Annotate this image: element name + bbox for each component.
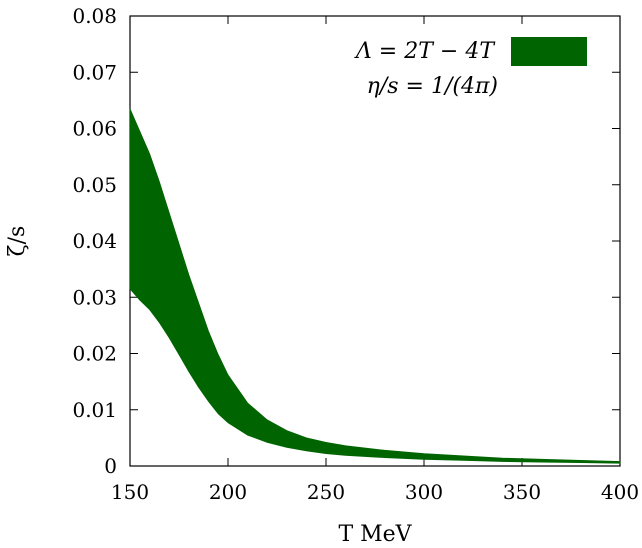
annotation-text: η/s = 1/(4π) (367, 74, 498, 99)
ticks (129, 15, 621, 467)
x-tick-label: 350 (503, 480, 541, 504)
x-tick-label: 400 (601, 480, 639, 504)
y-tick-label: 0.04 (72, 229, 117, 253)
legend-label: Λ = 2T − 4T (354, 39, 496, 64)
x-tick-label: 250 (307, 480, 345, 504)
bands (129, 108, 621, 464)
y-tick-label: 0 (104, 454, 117, 478)
y-tick-label: 0.02 (72, 342, 117, 366)
y-tick-label: 0.05 (72, 173, 117, 197)
x-axis-label: T MeV (338, 522, 412, 547)
x-tick-label: 150 (111, 480, 149, 504)
y-tick-label: 0.07 (72, 60, 117, 84)
band-series (129, 108, 621, 464)
y-tick-label: 0.03 (72, 285, 117, 309)
legend: Λ = 2T − 4T η/s = 1/(4π) (354, 37, 587, 99)
tick-labels: 150 200 250 300 350 400 0 0.01 0.02 0.03 0.04 0.05 0… (72, 4, 639, 504)
x-tick-label: 200 (209, 480, 247, 504)
x-tick-label: 300 (405, 480, 443, 504)
legend-swatch (511, 37, 587, 66)
y-axis-label: ζ/s (5, 226, 30, 257)
y-tick-label: 0.08 (72, 4, 117, 28)
y-tick-label: 0.01 (72, 398, 117, 422)
y-tick-label: 0.06 (72, 117, 117, 141)
